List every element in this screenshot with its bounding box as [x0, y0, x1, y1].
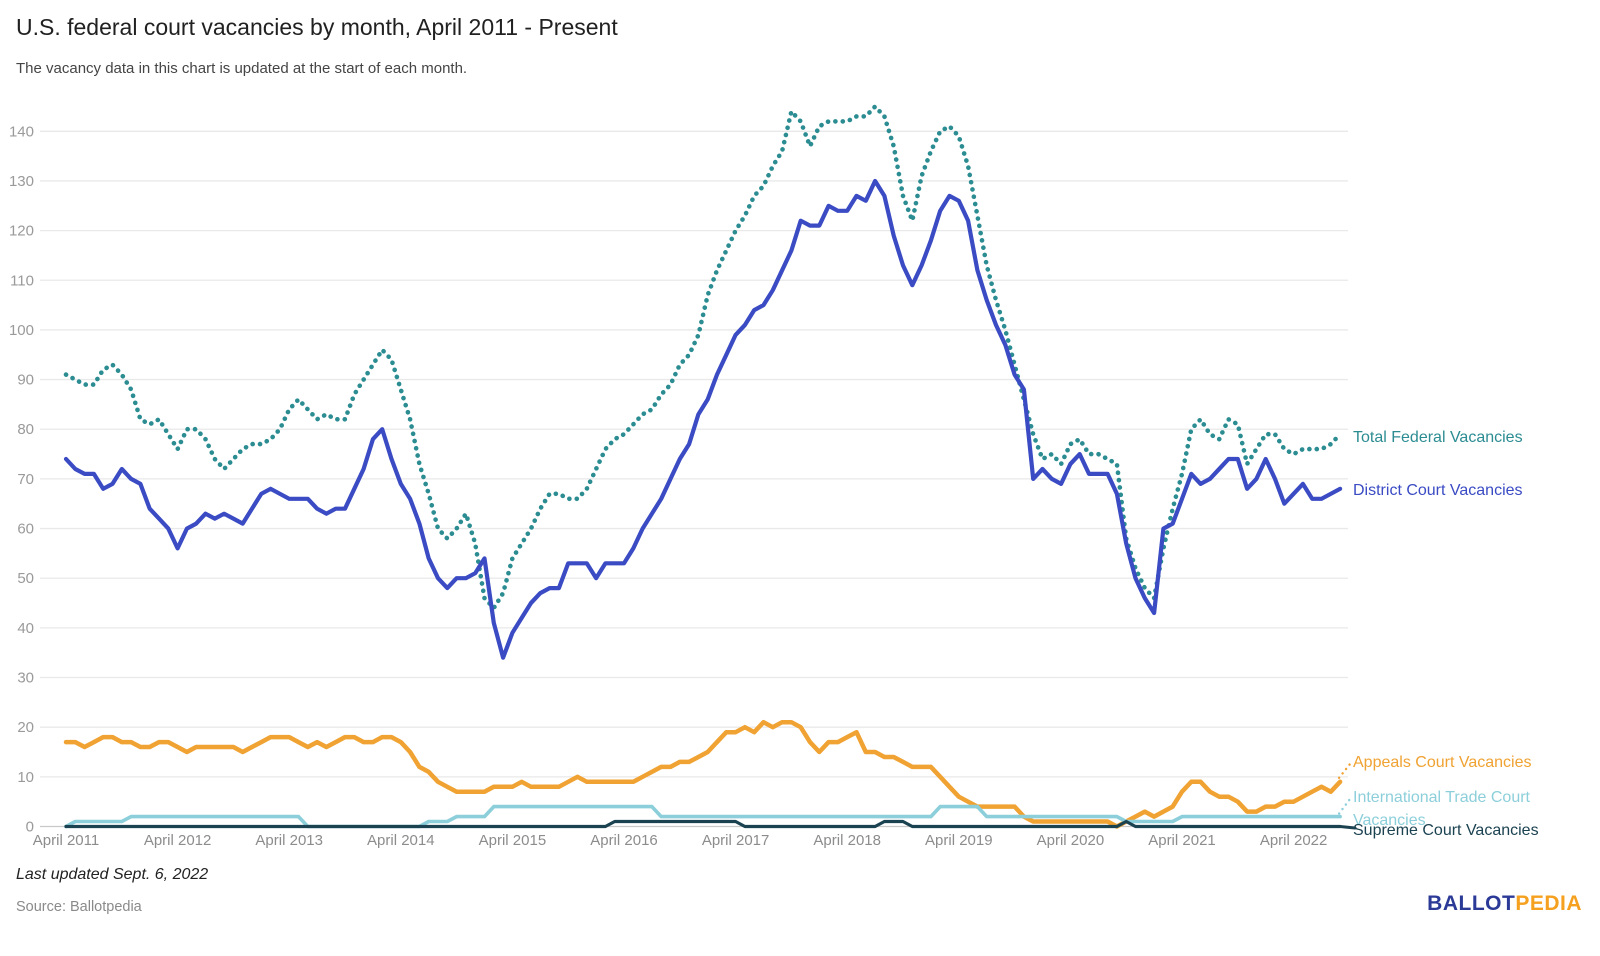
series-line-international-trade-court-vacancies [64, 804, 1342, 829]
x-tick-label: April 2015 [479, 832, 547, 849]
series-label-total-federal-vacancies: Total Federal Vacancies [1353, 429, 1523, 446]
supreme-leader-line [1338, 825, 1357, 830]
series-line-appeals-court-vacancies [63, 719, 1343, 829]
series-label-international-trade-court-vacancies: Vacancies [1353, 812, 1426, 829]
x-tick-label: April 2013 [255, 832, 323, 849]
series-label-district-court-vacancies: District Court Vacancies [1353, 482, 1523, 499]
y-tick-label: 10 [17, 769, 34, 786]
y-tick-label: 60 [17, 521, 34, 538]
y-tick-label: 0 [26, 819, 34, 836]
x-tick-label: April 2018 [813, 832, 881, 849]
x-tick-label: April 2019 [925, 832, 993, 849]
y-tick-label: 130 [9, 173, 34, 190]
y-tick-label: 90 [17, 372, 34, 389]
x-tick-label: April 2016 [590, 832, 658, 849]
y-tick-label: 30 [17, 670, 34, 687]
x-tick-label: April 2022 [1260, 832, 1328, 849]
x-tick-label: April 2021 [1148, 832, 1216, 849]
series-label-appeals-court-vacancies: Appeals Court Vacancies [1353, 754, 1531, 771]
last-updated-note: Last updated Sept. 6, 2022 [16, 866, 209, 883]
logo-ballot: BALLOT [1427, 892, 1516, 915]
y-tick-label: 140 [9, 123, 34, 140]
y-tick-label: 100 [9, 322, 34, 339]
x-tick-label: April 2017 [702, 832, 770, 849]
intl-trade-leader-line [1337, 797, 1352, 815]
logo-pedia: PEDIA [1515, 892, 1582, 915]
y-tick-label: 110 [10, 272, 34, 289]
x-tick-label: April 2012 [144, 832, 212, 849]
series-label-international-trade-court-vacancies: International Trade Court [1353, 789, 1531, 806]
y-tick-label: 120 [9, 223, 34, 240]
series-line-district-court-vacancies [63, 178, 1343, 660]
chart-title: U.S. federal court vacancies by month, A… [16, 14, 618, 40]
x-tick-label: April 2020 [1037, 832, 1105, 849]
x-tick-label: April 2011 [33, 832, 99, 849]
y-tick-label: 20 [17, 719, 34, 736]
chart-subtitle: The vacancy data in this chart is update… [16, 60, 468, 77]
y-tick-label: 80 [17, 421, 34, 438]
y-tick-label: 40 [17, 620, 34, 637]
x-tick-label: April 2014 [367, 832, 435, 849]
series-line-total-federal-vacancies [63, 104, 1343, 611]
series-label-supreme-court-vacancies: Supreme Court Vacancies [1353, 822, 1539, 839]
y-tick-label: 70 [17, 471, 34, 488]
appeals-leader-line [1337, 762, 1352, 780]
ballotpedia-logo: BALLOTPEDIA [1427, 892, 1582, 916]
series-line-supreme-court-vacancies [64, 819, 1342, 829]
source-note: Source: Ballotpedia [16, 899, 142, 915]
y-tick-label: 50 [17, 570, 34, 587]
